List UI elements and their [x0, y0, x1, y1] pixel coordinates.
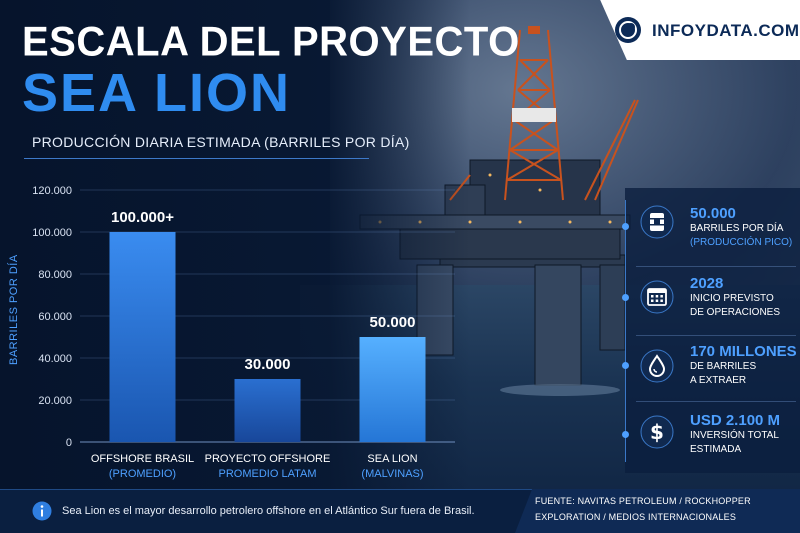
brand-name: INFOYDATA.COM [652, 21, 800, 40]
stat-value: 50.000 [690, 205, 736, 222]
x-category-label: SEA LION [367, 453, 417, 465]
stat-label: ESTIMADA [690, 444, 742, 455]
svg-text:$: $ [650, 420, 664, 444]
timeline-dot [622, 431, 629, 438]
stat-label: INVERSIÓN TOTAL [690, 430, 779, 441]
timeline-dot [622, 362, 629, 369]
stat-divider [636, 401, 796, 402]
oil-drop-icon [640, 349, 674, 383]
x-category-sublabel: (MALVINAS) [361, 468, 423, 480]
bar-data-label: 30.000 [245, 356, 291, 373]
left-gradient-panel [0, 0, 470, 533]
bar [359, 337, 426, 442]
stat-start-year: 2028 INICIO PREVISTO DE OPERACIONES [690, 275, 800, 320]
stats-timeline-line [625, 200, 626, 462]
timeline-dot [622, 223, 629, 230]
y-tick-label: 20.000 [38, 395, 72, 407]
stat-label: DE OPERACIONES [690, 307, 781, 318]
stat-label: BARRILES POR DÍA [690, 223, 784, 234]
calendar-icon [640, 280, 674, 314]
bar-data-label: 50.000 [370, 314, 416, 331]
footer-note: Sea Lion es el mayor desarrollo petroler… [62, 505, 475, 517]
oil-barrel-icon [640, 205, 674, 239]
y-tick-label: 80.000 [38, 269, 72, 281]
dollar-icon: $ [640, 415, 674, 449]
x-category-label: OFFSHORE BRASIL [91, 453, 194, 465]
y-tick-label: 120.000 [32, 185, 72, 197]
bar-data-label: 100.000+ [111, 209, 174, 226]
page-title-line1: ESCALA DEL PROYECTO [22, 18, 520, 66]
stat-investment: USD 2.100 M INVERSIÓN TOTAL ESTIMADA [690, 412, 800, 457]
stat-label: INICIO PREVISTO [690, 293, 774, 304]
bar [109, 232, 176, 442]
source-credit: FUENTE: NAVITAS PETROLEUM / ROCKHOPPER E… [535, 496, 751, 522]
y-tick-label: 40.000 [38, 353, 72, 365]
y-tick-label: 60.000 [38, 311, 72, 323]
timeline-dot [622, 294, 629, 301]
x-category-sublabel: PROMEDIO LATAM [219, 468, 317, 480]
x-category-label: PROYECTO OFFSHORE [205, 453, 331, 465]
stat-reserves: 170 MILLONES DE BARRILES A EXTRAER [690, 343, 800, 388]
stat-divider [636, 266, 796, 267]
bar-chart: 0 20.000 40.000 60.000 80.000 100.000 120.000 1… [32, 185, 455, 480]
stat-label: A EXTRAER [690, 375, 747, 386]
stat-value: USD 2.100 M [690, 412, 781, 429]
page-title-line2: SEA LION [22, 63, 292, 123]
stat-peak-production: 50.000 BARRILES POR DÍA (PRODUCCIÓN PICO… [690, 205, 800, 250]
chart-title: PRODUCCIÓN DIARIA ESTIMADA (BARRILES POR… [32, 134, 410, 150]
y-tick-label: 0 [66, 437, 72, 449]
info-icon [32, 501, 52, 521]
bar [234, 379, 301, 442]
footer-source-panel [515, 489, 800, 533]
stat-label-highlight: (PRODUCCIÓN PICO) [690, 237, 793, 248]
title-underline [24, 158, 369, 159]
stat-divider [636, 335, 796, 336]
x-category-sublabel: (PROMEDIO) [109, 468, 176, 480]
y-tick-label: 100.000 [32, 227, 72, 239]
stat-value: 2028 [690, 275, 724, 292]
stat-value: 170 MILLONES [690, 343, 797, 360]
infoydata-logo-icon [615, 17, 641, 43]
stat-label: DE BARRILES [690, 361, 757, 372]
